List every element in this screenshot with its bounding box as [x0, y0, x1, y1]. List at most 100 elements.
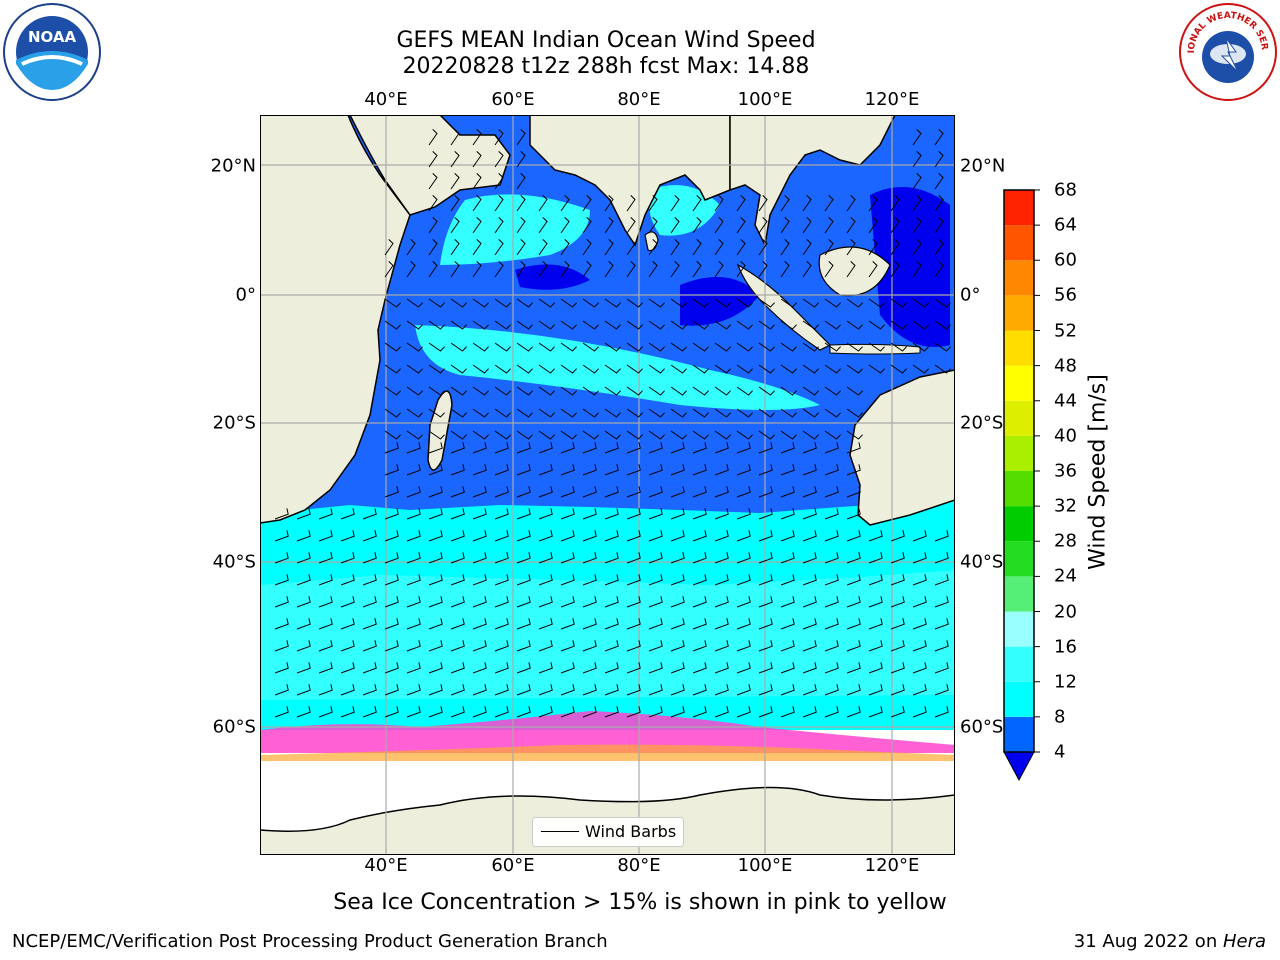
wind-barb [934, 596, 949, 608]
wind-barb [780, 442, 795, 454]
wind-barb [648, 261, 658, 278]
wind-barb [340, 508, 355, 520]
wind-barb [670, 596, 685, 608]
wind-barb [472, 298, 489, 308]
wind-barb [406, 386, 423, 396]
wind-barb [516, 342, 533, 352]
wind-barb [494, 151, 504, 168]
wind-barb [780, 408, 797, 418]
wind-barb [934, 217, 944, 234]
wind-barb [758, 298, 775, 308]
wind-barb [428, 508, 443, 520]
wind-barb [516, 430, 533, 440]
wind-barb [362, 618, 377, 630]
wind-barb [560, 386, 577, 396]
wind-barb [538, 706, 553, 718]
wind-barb [450, 342, 467, 352]
wind-barb [626, 552, 641, 564]
wind-barb [802, 552, 817, 564]
wind-barb [802, 464, 817, 476]
wind-barb [868, 684, 883, 696]
wind-barb [626, 195, 636, 212]
wind-barb [736, 386, 753, 396]
graticule [260, 115, 955, 855]
wind-barb [340, 618, 355, 630]
wind-barb [736, 552, 751, 564]
wind-barb [758, 442, 773, 454]
wind-barb [604, 684, 619, 696]
wind-barb [780, 618, 795, 630]
wind-barb [472, 662, 487, 674]
wind-barb [384, 640, 399, 652]
wind-barb [560, 442, 575, 454]
wind-barb [406, 508, 421, 520]
wind-barb [934, 342, 951, 352]
wind-barb [472, 552, 487, 564]
wind-barb [428, 195, 438, 212]
wind-barb [582, 217, 592, 234]
wind-barb [890, 662, 905, 674]
wind-barb [736, 430, 753, 440]
wind-barb [714, 261, 724, 278]
wind-barb [428, 574, 443, 586]
wind-barb [626, 442, 641, 454]
wind-barb [648, 195, 658, 212]
wind-barb [582, 386, 599, 396]
wind-barb [538, 342, 555, 352]
wind-barb [648, 298, 665, 308]
wind-barb [450, 151, 460, 168]
footer-date-text: 31 Aug 2022 on [1073, 931, 1223, 952]
wind-barb [494, 442, 509, 454]
wind-barb [648, 552, 663, 564]
wind-barb [692, 640, 707, 652]
wind-barb [494, 195, 504, 212]
wind-barb [714, 298, 731, 308]
land-sumatra [736, 263, 832, 351]
lat-tick-left-20n: 20°N [210, 155, 256, 177]
sea-ice-edge-yellow [260, 744, 955, 761]
wind-barb [780, 662, 795, 674]
wind-barb [758, 320, 775, 330]
colorbar-tick-label: 24 [1054, 565, 1077, 587]
wind-barb [824, 706, 839, 718]
wind-barb [604, 239, 614, 256]
wind-barb [890, 596, 905, 608]
noaa-logo: NOAA [2, 2, 102, 102]
wind-barb [494, 173, 504, 190]
lon-tick-top-40: 40°E [364, 89, 408, 110]
wind-barb [670, 574, 685, 586]
wind-barb [406, 464, 421, 476]
wind-barb [428, 706, 443, 718]
colorbar-segment [1004, 330, 1034, 366]
wind-barb [450, 618, 465, 630]
wind-barb [714, 464, 729, 476]
wind-barb [714, 684, 729, 696]
wind-barb [582, 574, 597, 586]
wind-speed-map [260, 115, 955, 855]
wind-barb [626, 706, 641, 718]
wind-barb [670, 508, 685, 520]
wind-barb [538, 530, 553, 542]
wind-barb [604, 618, 619, 630]
wind-barb [626, 430, 643, 440]
wind-barb [846, 552, 861, 564]
legend: Wind Barbs [532, 817, 684, 847]
wind-barb [472, 618, 487, 630]
wind-barb [516, 129, 526, 146]
wind-barb [780, 574, 795, 586]
wind-barb [736, 342, 753, 352]
wind-barb [604, 706, 619, 718]
wind-barb [714, 486, 729, 498]
wind-barb [384, 342, 401, 352]
wind-barb [604, 408, 621, 418]
wind-barb [450, 386, 467, 396]
wind-barb [692, 342, 709, 352]
wind-barb [648, 464, 663, 476]
land-africa [260, 115, 411, 524]
wind-barb [912, 596, 927, 608]
wind-barb [912, 173, 922, 190]
wind-barb [780, 530, 795, 542]
trade-wind-band [415, 325, 820, 410]
wind-barb [802, 342, 819, 352]
wind-barb [868, 364, 885, 374]
